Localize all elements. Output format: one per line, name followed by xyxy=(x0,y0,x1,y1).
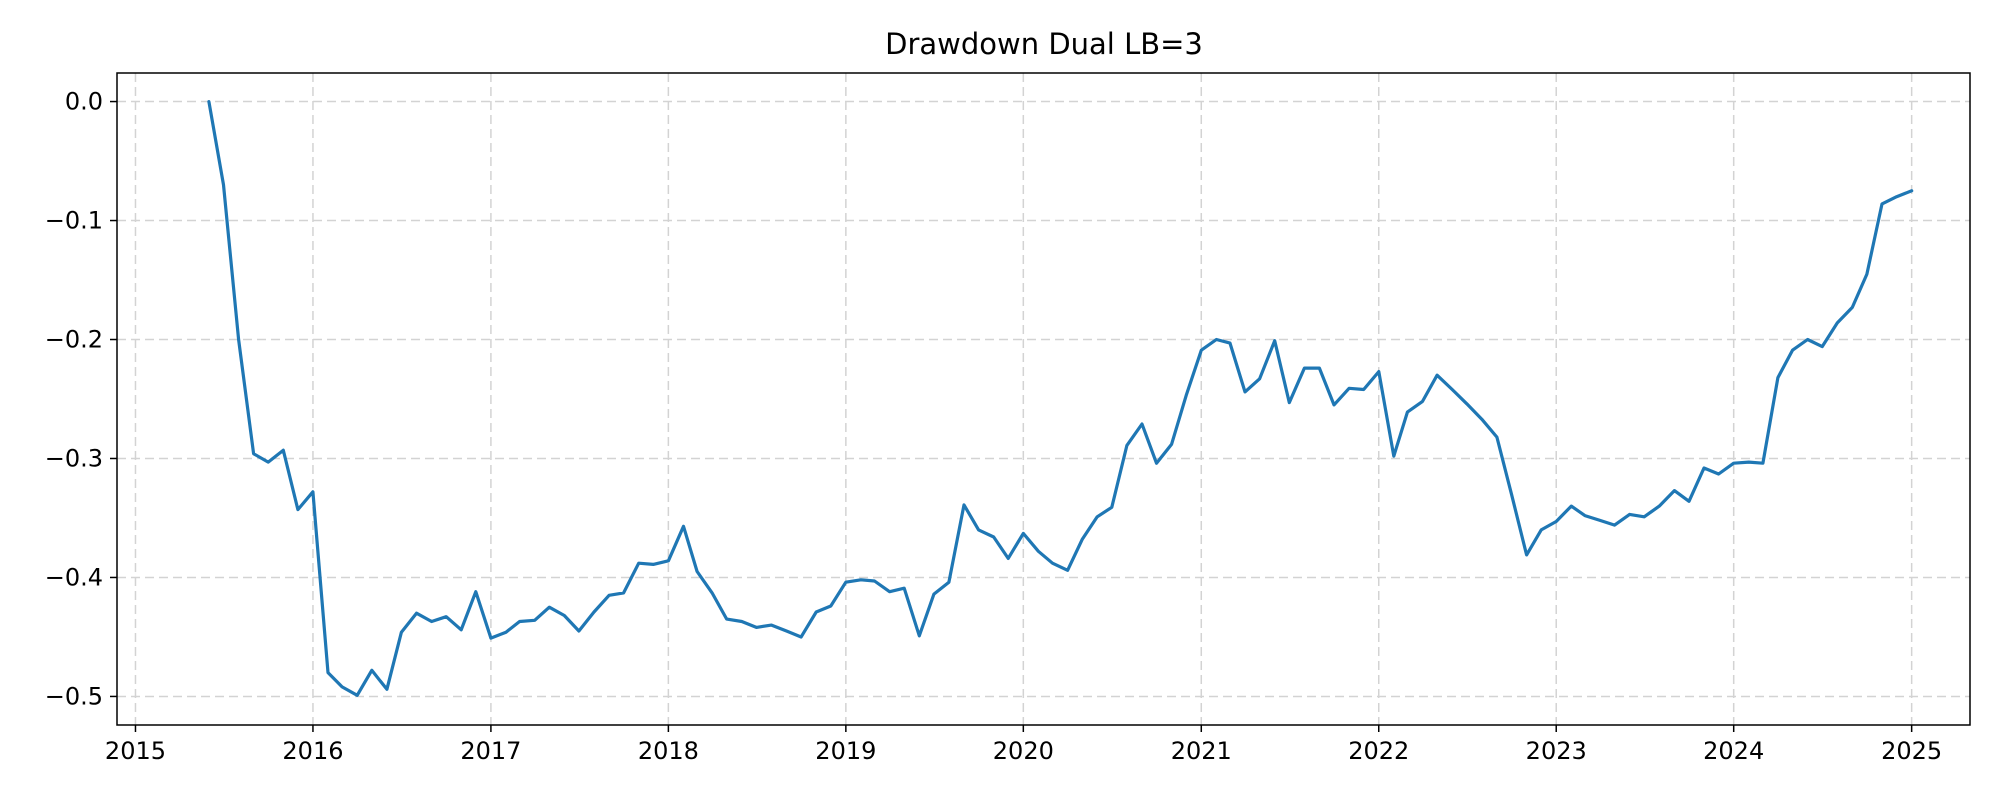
x-tick-label: 2016 xyxy=(282,737,343,765)
x-tick-label: 2023 xyxy=(1526,737,1587,765)
x-tick-label: 2021 xyxy=(1171,737,1232,765)
x-tick-label: 2022 xyxy=(1348,737,1409,765)
grid-lines xyxy=(117,73,1970,725)
y-tick-label: −0.4 xyxy=(45,563,103,591)
y-tick-label: −0.2 xyxy=(45,326,103,354)
x-tick-label: 2017 xyxy=(460,737,521,765)
y-tick-label: −0.3 xyxy=(45,444,103,472)
x-tick-label: 2025 xyxy=(1881,737,1942,765)
y-axis: 0.0 −0.1 −0.2 −0.3 −0.4 −0.5 xyxy=(45,88,117,710)
x-tick-label: 2020 xyxy=(993,737,1054,765)
series-layer xyxy=(207,99,1914,697)
plot-frame xyxy=(116,72,1971,726)
y-tick-label: 0.0 xyxy=(65,88,103,116)
y-tick-label: −0.5 xyxy=(45,682,103,710)
drawdown-series-line xyxy=(207,99,1914,697)
x-tick-label: 2024 xyxy=(1703,737,1764,765)
x-axis: 2015 2016 2017 2018 2019 2020 2021 2022 2023 2024… xyxy=(105,725,1942,765)
x-tick-label: 2018 xyxy=(638,737,699,765)
x-tick-label: 2019 xyxy=(815,737,876,765)
x-tick-label: 2015 xyxy=(105,737,166,765)
y-tick-label: −0.1 xyxy=(45,207,103,235)
chart-title: Drawdown Dual LB=3 xyxy=(885,27,1203,61)
